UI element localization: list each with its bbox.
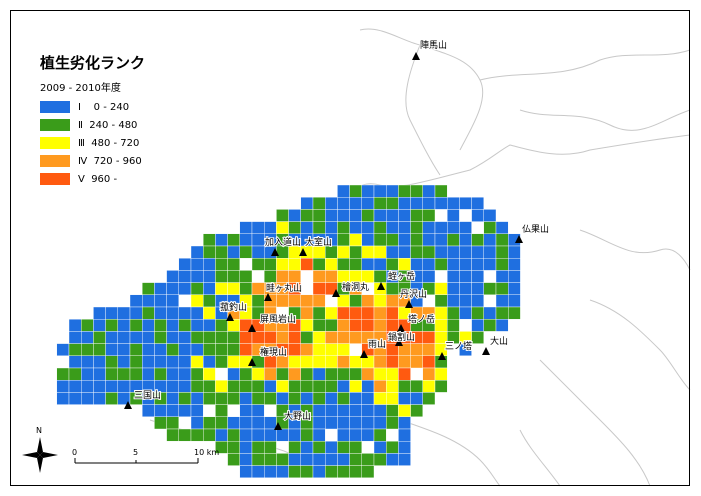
peak-label: 陣馬山	[420, 39, 447, 51]
grid-cell	[410, 404, 424, 418]
peak-marker-icon	[332, 289, 340, 297]
map-frame	[10, 10, 690, 486]
peak-label: 鍋割山	[388, 331, 415, 343]
legend-label: Ⅴ 960 -	[78, 173, 118, 185]
peak-label: 三国山	[134, 390, 161, 401]
peak-label: 丹沢山	[400, 288, 427, 300]
boundary-northeast	[479, 49, 691, 81]
boundary-north-top	[359, 28, 484, 151]
peak-label: 畦ヶ丸山	[266, 282, 302, 294]
boundary-south-2	[519, 429, 561, 487]
peak-marker-icon	[515, 235, 523, 243]
north-label: N	[36, 426, 42, 435]
legend-items: Ⅰ 0 - 240 Ⅱ 240 - 480 Ⅲ 480 - 720 Ⅳ 720 - 9…	[40, 98, 145, 188]
scale-tick-5: 5	[133, 448, 138, 457]
peak-label: 塔ノ岳	[408, 313, 435, 325]
grid-cell	[471, 331, 485, 344]
legend-row: Ⅲ 480 - 720	[40, 134, 145, 152]
grid-cell	[361, 465, 375, 479]
peak-label: 三ノ塔	[445, 340, 472, 352]
legend-label: Ⅱ 240 - 480	[78, 119, 138, 131]
legend-swatch	[40, 173, 70, 185]
peak-marker-icon	[397, 324, 405, 332]
peak-marker-icon	[438, 352, 446, 360]
grid-cell	[459, 343, 472, 357]
peak-label: 大野山	[284, 410, 311, 422]
peak-marker-icon	[405, 300, 413, 308]
legend-title: 植生劣化ランク	[40, 54, 146, 72]
boundary-northeast-2	[519, 109, 691, 131]
peak-marker-icon	[248, 358, 256, 366]
scale-tick-0: 0	[72, 448, 77, 457]
grid-cell	[495, 319, 509, 332]
legend-label: Ⅰ 0 - 240	[78, 101, 130, 113]
north-arrow-icon: N	[22, 426, 58, 473]
peak-marker-icon	[377, 282, 385, 290]
legend-label: Ⅳ 720 - 960	[78, 155, 142, 167]
legend-swatch	[40, 137, 70, 149]
boundary-south	[399, 419, 501, 487]
grid-cell	[398, 453, 411, 466]
boundary-east-2	[589, 299, 691, 391]
peak-marker-icon	[412, 52, 420, 60]
peak-marker-icon	[124, 401, 132, 409]
legend-row: Ⅱ 240 - 480	[40, 116, 145, 134]
peak-label: 権現山	[260, 346, 287, 358]
legend-swatch	[40, 155, 70, 167]
peak-marker-icon	[299, 248, 307, 256]
boundary-north-inner	[405, 44, 441, 176]
boundary-north-range	[329, 134, 691, 216]
grid-cell	[422, 392, 436, 405]
peak-label: 屏風岩山	[260, 313, 296, 325]
peak-marker-icon	[360, 350, 368, 358]
peak-marker-icon	[264, 293, 272, 301]
peak-label: 加入道山	[265, 236, 301, 248]
vegetation-grid	[56, 184, 521, 479]
legend-swatch	[40, 119, 70, 131]
peak-marker-icon	[482, 347, 490, 355]
peak-marker-icon	[248, 324, 256, 332]
legend-swatch	[40, 101, 70, 113]
peak-label: 蛭ヶ岳	[388, 270, 415, 282]
peak-marker-icon	[395, 338, 403, 346]
peak-marker-icon	[271, 248, 279, 256]
boundary-southeast	[539, 359, 651, 487]
legend-row: Ⅴ 960 -	[40, 170, 145, 188]
scale-bar: 0 5 10 km	[72, 448, 219, 464]
peak-label: 大室山	[305, 236, 332, 248]
boundary-east	[579, 229, 691, 271]
scale-tick-10: 10 km	[194, 448, 219, 457]
legend-label: Ⅲ 480 - 720	[78, 137, 140, 149]
peak-label: 大山	[490, 335, 508, 347]
peak-label: 仏果山	[522, 224, 549, 235]
legend-row: Ⅰ 0 - 240	[40, 98, 145, 116]
grid-cell	[434, 380, 448, 393]
peak-marker-icon	[274, 422, 282, 430]
peak-marker-icon	[226, 313, 234, 321]
peak-label: 菰釣山	[220, 301, 247, 313]
legend: 植生劣化ランク 2009 - 2010年度 Ⅰ 0 - 240 Ⅱ 240 - 4…	[40, 52, 145, 188]
peak-label: 雨山	[368, 339, 386, 350]
legend-row: Ⅳ 720 - 960	[40, 152, 145, 170]
grid-cell	[508, 306, 521, 320]
legend-subtitle: 2009 - 2010年度	[40, 83, 121, 94]
peak-label: 檜洞丸	[342, 281, 369, 293]
